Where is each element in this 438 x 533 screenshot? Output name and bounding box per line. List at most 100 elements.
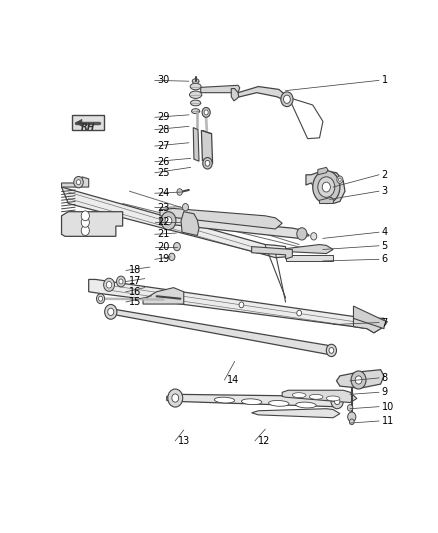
Ellipse shape xyxy=(192,79,199,84)
Circle shape xyxy=(283,95,290,103)
Text: 4: 4 xyxy=(381,227,388,237)
Polygon shape xyxy=(336,370,384,388)
Circle shape xyxy=(168,389,183,407)
Circle shape xyxy=(329,348,334,353)
Polygon shape xyxy=(286,245,333,254)
Text: 11: 11 xyxy=(381,416,394,426)
Ellipse shape xyxy=(190,91,202,99)
Circle shape xyxy=(117,276,125,287)
Polygon shape xyxy=(353,306,387,329)
Circle shape xyxy=(99,296,102,301)
Ellipse shape xyxy=(241,399,262,405)
Text: 18: 18 xyxy=(129,265,141,276)
Circle shape xyxy=(313,171,340,204)
Polygon shape xyxy=(106,309,336,356)
Ellipse shape xyxy=(214,397,235,403)
Text: 23: 23 xyxy=(158,203,170,213)
Ellipse shape xyxy=(293,393,306,398)
Circle shape xyxy=(96,294,105,304)
Polygon shape xyxy=(160,217,309,238)
Circle shape xyxy=(239,302,244,308)
Circle shape xyxy=(173,243,180,251)
Text: 19: 19 xyxy=(158,254,170,264)
Circle shape xyxy=(202,108,210,117)
Text: 14: 14 xyxy=(227,375,240,385)
Circle shape xyxy=(81,217,89,227)
Circle shape xyxy=(281,92,293,107)
Text: 30: 30 xyxy=(158,75,170,85)
Polygon shape xyxy=(237,86,289,101)
Circle shape xyxy=(203,158,212,169)
Circle shape xyxy=(337,176,343,183)
Text: 3: 3 xyxy=(381,186,388,196)
Text: 29: 29 xyxy=(158,112,170,122)
Polygon shape xyxy=(286,255,333,261)
Circle shape xyxy=(351,371,366,389)
Text: 9: 9 xyxy=(381,387,388,397)
Polygon shape xyxy=(193,127,199,161)
Text: 15: 15 xyxy=(129,297,141,307)
Text: 16: 16 xyxy=(129,287,141,297)
Circle shape xyxy=(165,216,172,225)
Polygon shape xyxy=(251,409,340,418)
Circle shape xyxy=(331,394,343,409)
Text: 28: 28 xyxy=(158,125,170,135)
Text: RH: RH xyxy=(81,123,95,132)
Ellipse shape xyxy=(309,394,323,399)
Ellipse shape xyxy=(190,83,201,90)
Circle shape xyxy=(77,180,81,184)
Circle shape xyxy=(74,176,83,188)
Circle shape xyxy=(169,253,175,261)
Text: 7: 7 xyxy=(381,318,388,327)
Text: 10: 10 xyxy=(381,402,394,411)
Ellipse shape xyxy=(191,100,201,106)
Circle shape xyxy=(161,212,176,230)
Text: 1: 1 xyxy=(381,75,388,85)
Text: 25: 25 xyxy=(158,168,170,177)
Polygon shape xyxy=(320,197,334,204)
Circle shape xyxy=(205,160,210,166)
Text: 24: 24 xyxy=(158,188,170,198)
Text: 13: 13 xyxy=(178,435,190,446)
Circle shape xyxy=(350,419,354,425)
Circle shape xyxy=(204,110,208,115)
Polygon shape xyxy=(201,131,212,163)
Polygon shape xyxy=(143,288,184,304)
Polygon shape xyxy=(318,167,328,175)
Text: 17: 17 xyxy=(129,277,141,286)
Polygon shape xyxy=(181,212,199,236)
Circle shape xyxy=(348,412,356,422)
Circle shape xyxy=(297,228,307,240)
Circle shape xyxy=(322,182,330,192)
Circle shape xyxy=(106,281,112,288)
Text: 6: 6 xyxy=(381,254,388,264)
Text: 20: 20 xyxy=(158,241,170,252)
Circle shape xyxy=(318,177,335,197)
Text: 2: 2 xyxy=(381,170,388,180)
Polygon shape xyxy=(61,177,88,187)
Circle shape xyxy=(297,310,301,316)
Ellipse shape xyxy=(191,109,200,114)
Circle shape xyxy=(177,189,182,195)
Text: 12: 12 xyxy=(258,435,270,446)
Circle shape xyxy=(355,376,362,384)
Polygon shape xyxy=(201,85,240,93)
Circle shape xyxy=(172,394,179,402)
Circle shape xyxy=(119,279,123,284)
Polygon shape xyxy=(61,212,123,236)
Polygon shape xyxy=(251,247,293,259)
Text: 21: 21 xyxy=(158,229,170,239)
Polygon shape xyxy=(306,171,345,204)
Polygon shape xyxy=(353,318,384,333)
Circle shape xyxy=(347,405,353,411)
Polygon shape xyxy=(72,115,104,130)
Circle shape xyxy=(311,232,317,240)
Text: 22: 22 xyxy=(158,217,170,227)
Circle shape xyxy=(335,398,340,405)
Text: 27: 27 xyxy=(158,141,170,151)
Circle shape xyxy=(326,344,336,357)
Circle shape xyxy=(105,304,117,319)
Circle shape xyxy=(81,225,89,236)
Polygon shape xyxy=(167,394,340,407)
Circle shape xyxy=(108,308,114,316)
